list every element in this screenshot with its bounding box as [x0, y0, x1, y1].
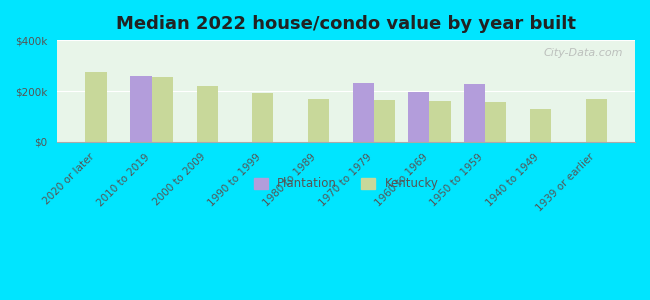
Bar — [353, 83, 374, 142]
Bar — [408, 92, 430, 142]
Bar — [485, 103, 506, 142]
Bar — [430, 101, 450, 142]
Bar — [196, 86, 218, 142]
Legend: Plantation, Kentucky: Plantation, Kentucky — [249, 172, 443, 195]
Bar — [151, 77, 173, 142]
Text: City-Data.com: City-Data.com — [544, 48, 623, 58]
Bar — [252, 93, 273, 142]
Bar — [307, 99, 329, 142]
Bar — [85, 72, 107, 142]
Bar — [131, 76, 151, 142]
Bar — [374, 100, 395, 142]
Bar — [586, 99, 606, 142]
Bar — [530, 109, 551, 142]
Bar — [464, 84, 485, 142]
Title: Median 2022 house/condo value by year built: Median 2022 house/condo value by year bu… — [116, 15, 576, 33]
